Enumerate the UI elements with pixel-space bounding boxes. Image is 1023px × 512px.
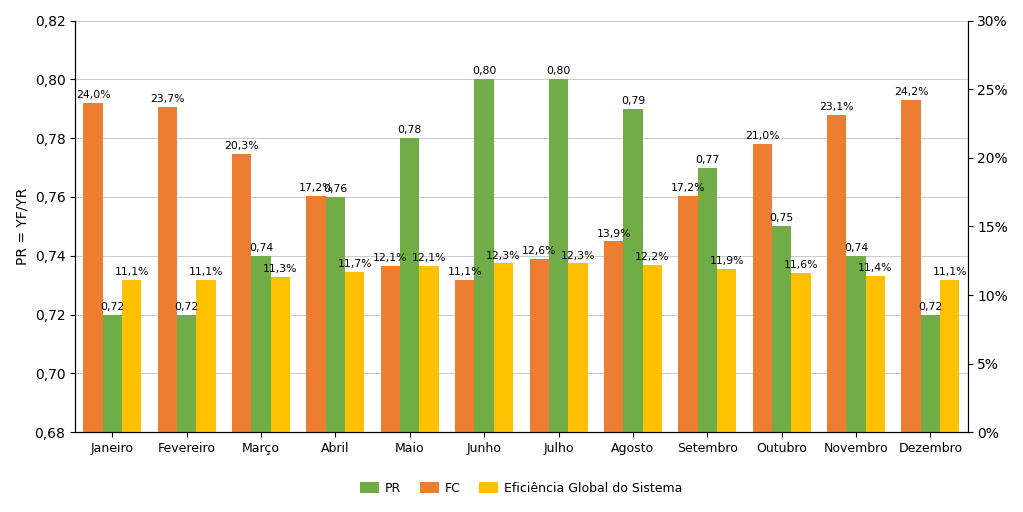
Bar: [196, 280, 216, 432]
Text: 23,1%: 23,1%: [819, 102, 854, 112]
Text: 12,3%: 12,3%: [561, 250, 595, 261]
Text: 11,4%: 11,4%: [858, 263, 892, 273]
Bar: [698, 167, 717, 432]
Bar: [530, 260, 549, 432]
Bar: [921, 315, 940, 432]
Bar: [271, 277, 291, 432]
Bar: [642, 265, 662, 432]
Bar: [494, 264, 514, 432]
Bar: [604, 242, 623, 432]
Y-axis label: PR = YF/YR: PR = YF/YR: [15, 188, 29, 265]
Bar: [901, 100, 921, 432]
Bar: [158, 107, 177, 432]
Text: 0,72: 0,72: [175, 302, 198, 312]
Text: 12,6%: 12,6%: [522, 246, 557, 257]
Text: 11,7%: 11,7%: [338, 259, 372, 269]
Bar: [846, 256, 865, 432]
Text: 23,7%: 23,7%: [150, 94, 184, 104]
Text: 11,9%: 11,9%: [709, 256, 744, 266]
Bar: [307, 196, 325, 432]
Text: 11,3%: 11,3%: [263, 264, 298, 274]
Bar: [791, 273, 810, 432]
Text: 0,74: 0,74: [249, 243, 273, 253]
Bar: [345, 272, 364, 432]
Bar: [83, 103, 102, 432]
Bar: [568, 264, 587, 432]
Bar: [940, 280, 960, 432]
Text: 20,3%: 20,3%: [224, 141, 259, 151]
Bar: [122, 280, 141, 432]
Bar: [753, 144, 772, 432]
Text: 12,3%: 12,3%: [486, 250, 521, 261]
Bar: [827, 115, 846, 432]
Text: 24,2%: 24,2%: [894, 87, 928, 97]
Bar: [400, 138, 419, 432]
Bar: [325, 197, 345, 432]
Text: 24,0%: 24,0%: [76, 90, 110, 100]
Text: 21,0%: 21,0%: [745, 131, 780, 141]
Bar: [549, 79, 568, 432]
Text: 12,1%: 12,1%: [373, 253, 408, 263]
Text: 11,1%: 11,1%: [189, 267, 223, 277]
Text: 11,1%: 11,1%: [115, 267, 149, 277]
Bar: [177, 315, 196, 432]
Text: 12,1%: 12,1%: [412, 253, 446, 263]
Text: 0,72: 0,72: [100, 302, 125, 312]
Bar: [772, 226, 791, 432]
Bar: [232, 154, 252, 432]
Text: 11,1%: 11,1%: [448, 267, 482, 277]
Text: 12,2%: 12,2%: [635, 252, 669, 262]
Text: 0,80: 0,80: [472, 67, 496, 76]
Bar: [252, 256, 271, 432]
Text: 0,75: 0,75: [769, 214, 794, 223]
Text: 0,77: 0,77: [695, 155, 719, 165]
Text: 0,79: 0,79: [621, 96, 646, 106]
Text: 0,72: 0,72: [919, 302, 942, 312]
Legend: PR, FC, Eficiência Global do Sistema: PR, FC, Eficiência Global do Sistema: [355, 477, 687, 500]
Text: 0,74: 0,74: [844, 243, 869, 253]
Text: 0,78: 0,78: [398, 125, 421, 135]
Bar: [381, 266, 400, 432]
Bar: [717, 269, 737, 432]
Text: 11,6%: 11,6%: [784, 260, 818, 270]
Text: 11,1%: 11,1%: [932, 267, 967, 277]
Text: 0,80: 0,80: [546, 67, 571, 76]
Bar: [455, 280, 475, 432]
Text: 17,2%: 17,2%: [299, 183, 333, 193]
Bar: [102, 315, 122, 432]
Bar: [623, 109, 642, 432]
Bar: [678, 196, 698, 432]
Text: 13,9%: 13,9%: [596, 228, 631, 239]
Bar: [475, 79, 494, 432]
Bar: [419, 266, 439, 432]
Text: 17,2%: 17,2%: [671, 183, 705, 193]
Text: 0,76: 0,76: [323, 184, 348, 194]
Bar: [865, 276, 885, 432]
